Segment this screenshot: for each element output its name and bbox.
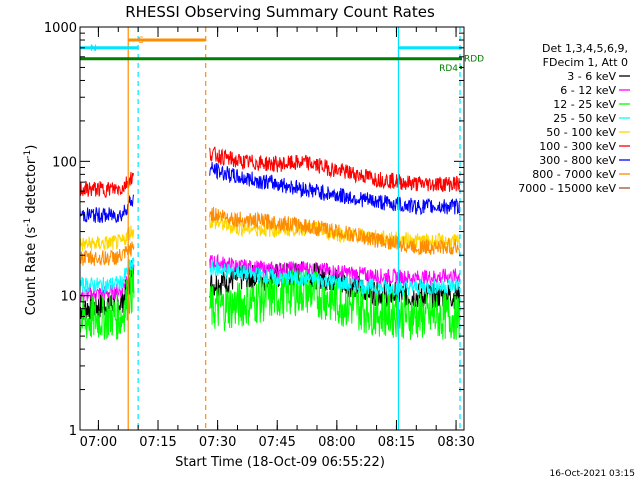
x-axis-label: Start Time (18-Oct-09 06:55:22) — [175, 455, 385, 470]
interval-label-1: N — [90, 44, 97, 54]
series-trace-3-1 — [209, 260, 460, 296]
legend-entry-6: 300 - 800 keV — [539, 154, 616, 167]
y-tick-label-1: 10 — [60, 290, 77, 305]
legend-entry-1: 6 - 12 keV — [560, 84, 616, 97]
legend-entry-0: 3 - 6 keV — [567, 70, 616, 83]
series-trace-7-0 — [79, 241, 135, 267]
x-tick-label-2: 07:30 — [199, 435, 236, 450]
legend-header-0: Det 1,3,4,5,6,9, — [542, 42, 628, 55]
y-axis-label: Count Rate (s-1 detector-1) — [23, 145, 39, 316]
legend-entry-2: 12 - 25 keV — [553, 98, 616, 111]
plot-area: S N RD4 RDD — [79, 27, 484, 430]
y-tick-label-3: 1000 — [44, 21, 77, 36]
plot-frame — [79, 26, 465, 431]
x-tick-label-1: 07:15 — [139, 435, 176, 450]
series-trace-5-0 — [79, 171, 134, 198]
series-trace-7-1 — [209, 206, 460, 256]
x-tick-label-4: 08:00 — [318, 435, 355, 450]
interval-label-3: RD4 — [439, 64, 458, 74]
series-trace-6-0 — [79, 194, 135, 224]
interval-label-0: S — [138, 36, 144, 46]
series-trace-0-1 — [209, 261, 460, 310]
series-trace-4-0 — [79, 225, 135, 252]
legend: Det 1,3,4,5,6,9,FDecim 1, Att 03 - 6 keV… — [518, 42, 630, 195]
x-tick-label-0: 07:00 — [80, 435, 117, 450]
x-tick-label-5: 08:15 — [378, 435, 415, 450]
legend-entry-8: 7000 - 15000 keV — [518, 182, 616, 195]
series-trace-3-0 — [79, 257, 135, 294]
series-trace-2-0 — [79, 267, 135, 340]
series-trace-5-1 — [209, 146, 460, 193]
legend-entry-5: 100 - 300 keV — [539, 140, 616, 153]
series-trace-2-1 — [209, 268, 460, 341]
legend-header-1: FDecim 1, Att 0 — [543, 56, 628, 69]
series-trace-6-1 — [209, 162, 460, 216]
chart-title: RHESSI Observing Summary Count Rates — [125, 3, 435, 21]
legend-entry-4: 50 - 100 keV — [546, 126, 616, 139]
y-tick-label-0: 1 — [69, 424, 77, 439]
x-tick-label-6: 08:30 — [437, 435, 474, 450]
footer-timestamp: 16-Oct-2021 03:15 — [550, 469, 635, 479]
axes: 1 10 100 1000 07:00 07:15 07:30 07:45 08:00 08:15… — [44, 21, 475, 450]
legend-entry-3: 25 - 50 keV — [553, 112, 616, 125]
interval-label-4: RDD — [464, 54, 484, 64]
x-tick-label-3: 07:45 — [258, 435, 295, 450]
y-tick-label-2: 100 — [52, 155, 77, 170]
legend-entry-7: 800 - 7000 keV — [532, 168, 616, 181]
